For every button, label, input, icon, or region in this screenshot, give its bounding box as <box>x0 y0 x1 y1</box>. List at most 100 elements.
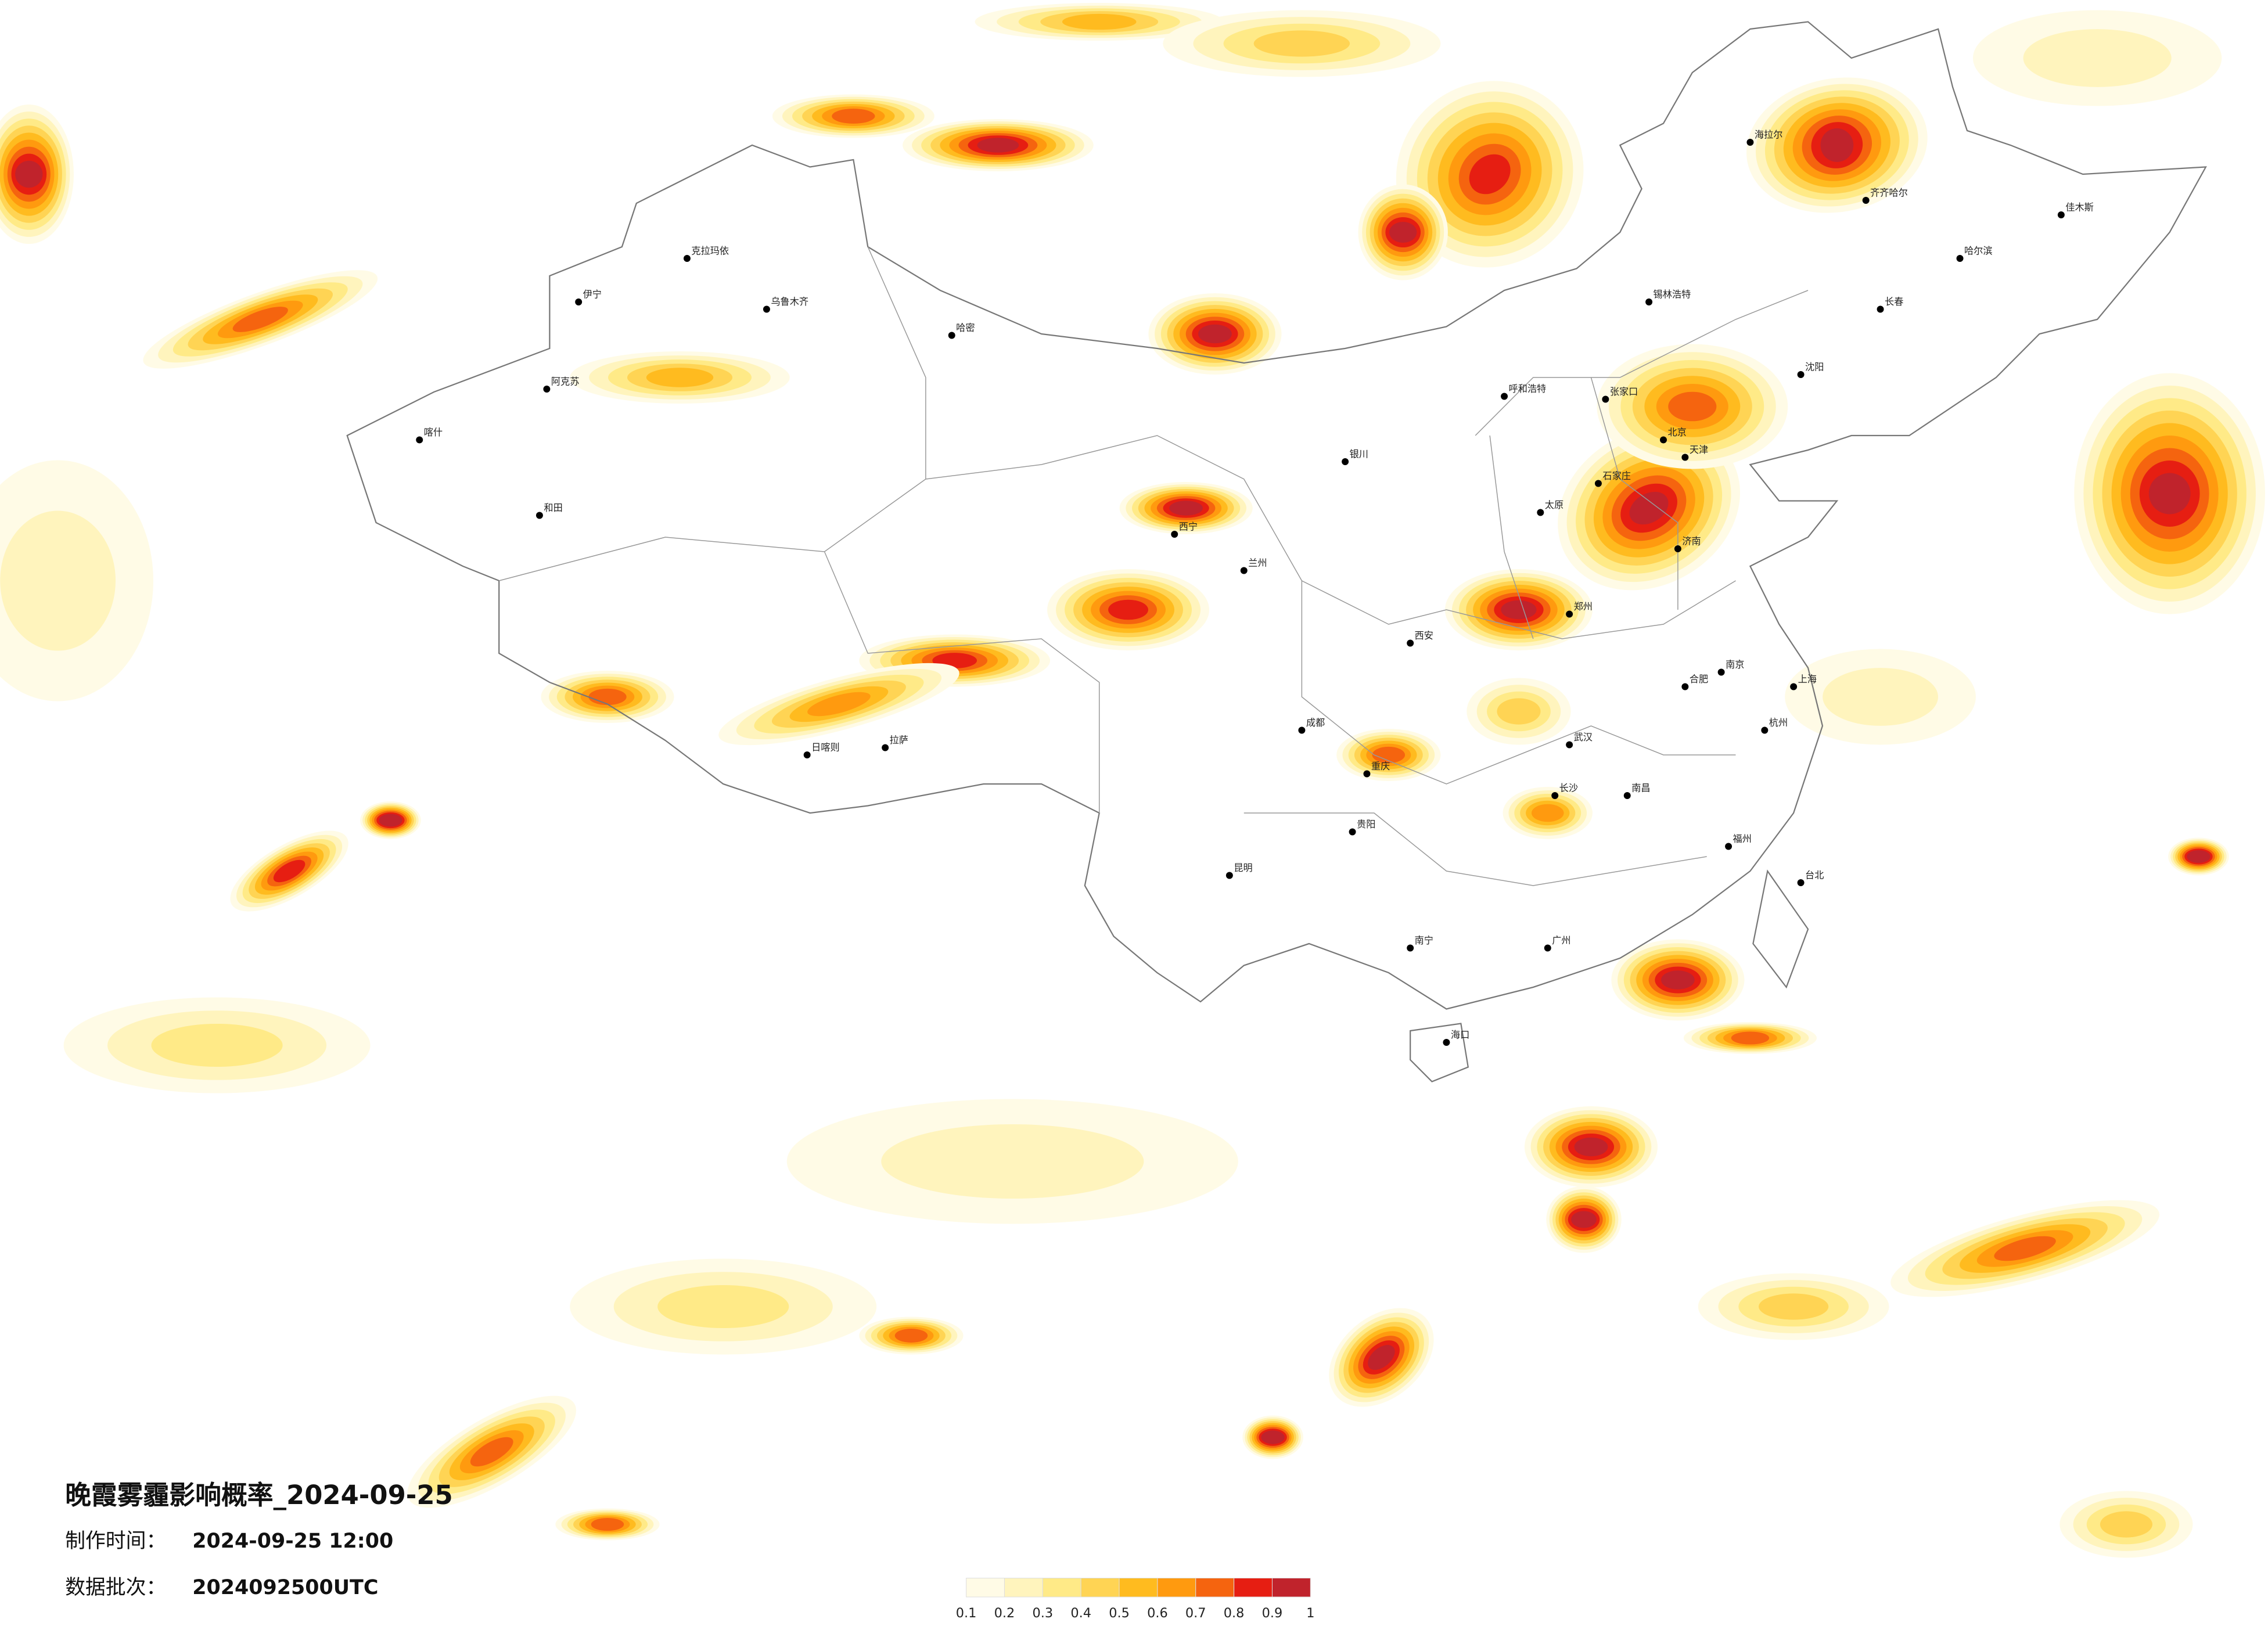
haze-area <box>232 307 288 332</box>
city-label: 哈密 <box>956 322 975 333</box>
haze-area <box>894 1329 928 1343</box>
meta-value: 2024-09-25 12:00 <box>192 1530 393 1553</box>
china-outline <box>346 21 2207 1082</box>
city-label: 长春 <box>1885 296 1903 307</box>
haze-area <box>588 688 627 706</box>
city-label: 阿克苏 <box>551 376 580 387</box>
haze-area <box>1629 491 1669 525</box>
city-label: 杭州 <box>1769 717 1788 728</box>
legend-tick-label: 0.9 <box>1262 1606 1283 1621</box>
city-label: 沈阳 <box>1805 361 1824 372</box>
haze-area <box>1497 698 1541 725</box>
city-label: 上海 <box>1798 674 1817 685</box>
haze-area <box>1198 324 1232 344</box>
haze-area <box>1372 746 1406 764</box>
city-dot <box>416 436 423 444</box>
city-label: 克拉玛依 <box>691 245 729 256</box>
city-label: 昆明 <box>1234 862 1252 873</box>
city-label: 银川 <box>1350 448 1368 459</box>
legend: 0.1 0.2 0.3 0.4 0.5 0.6 0.7 0.8 0.9 1 <box>956 1578 1314 1621</box>
city-dot <box>882 744 889 751</box>
city-dot <box>1225 872 1233 879</box>
haze-area <box>1261 1430 1285 1444</box>
province-borders <box>499 246 1809 886</box>
legend-tick-label: 0.2 <box>994 1606 1015 1621</box>
city-label: 海拉尔 <box>1755 129 1783 140</box>
city-label: 石家庄 <box>1602 470 1631 481</box>
haze-area <box>1368 1345 1395 1370</box>
haze-area <box>646 368 714 387</box>
haze-area <box>1731 1031 1770 1045</box>
haze-area <box>1389 222 1417 243</box>
city-label: 天津 <box>1690 444 1708 455</box>
haze-area <box>1574 1137 1608 1157</box>
haze-area <box>151 1023 283 1067</box>
city-label: 福州 <box>1733 833 1752 844</box>
city-label: 伊宁 <box>583 289 602 300</box>
heat-layer <box>0 3 2266 1558</box>
city-label: 兰州 <box>1248 557 1267 569</box>
city-dot <box>1349 828 1356 836</box>
city-dot <box>1407 639 1414 647</box>
city-dot <box>1717 668 1725 676</box>
haze-area <box>470 1437 513 1467</box>
city-dot <box>1501 393 1508 400</box>
city-label: 重庆 <box>1371 761 1390 772</box>
city-label: 武汉 <box>1574 732 1593 743</box>
city-dot <box>1797 879 1805 886</box>
city-dot <box>1660 436 1667 444</box>
legend-swatch <box>1157 1578 1196 1598</box>
city-dot <box>1407 944 1414 952</box>
haze-area <box>2023 29 2172 87</box>
haze-area <box>832 109 875 124</box>
city-label: 西宁 <box>1179 521 1198 532</box>
haze-area <box>807 692 871 717</box>
city-dot <box>1602 395 1609 403</box>
city-label: 呼和浩特 <box>1509 383 1547 394</box>
city-dot <box>1862 197 1870 204</box>
city-dot <box>2057 211 2065 219</box>
city-dot <box>575 298 583 305</box>
haze-area <box>2148 473 2191 515</box>
haze-area <box>881 1124 1144 1199</box>
city-dot <box>1623 792 1631 799</box>
city-label: 成都 <box>1306 717 1325 728</box>
haze-area <box>1820 128 1854 162</box>
haze-area <box>0 510 116 651</box>
city-label: 南京 <box>1726 659 1744 670</box>
city-label: 锡林浩特 <box>1654 289 1691 300</box>
city-label: 拉萨 <box>890 735 908 746</box>
city-dot <box>1342 458 1349 465</box>
city-dot <box>535 512 543 519</box>
haze-area <box>1571 1211 1597 1228</box>
haze-area <box>15 160 43 188</box>
haze-area <box>1169 501 1203 516</box>
haze-area <box>1253 30 1350 57</box>
haze-area <box>1759 1293 1829 1320</box>
haze-area <box>1668 391 1717 422</box>
city-label: 贵阳 <box>1357 819 1375 830</box>
city-dot <box>543 386 551 393</box>
city-label: 喀什 <box>424 427 443 438</box>
legend-tick-label: 0.6 <box>1147 1606 1168 1621</box>
city-label: 张家口 <box>1610 386 1638 397</box>
city-label: 北京 <box>1667 427 1686 438</box>
city-label: 济南 <box>1682 535 1701 546</box>
legend-tick-label: 0.8 <box>1224 1606 1245 1621</box>
city-dot <box>1761 726 1769 734</box>
haze-area <box>591 1517 624 1531</box>
legend-tick-label: 0.4 <box>1070 1606 1091 1621</box>
legend-tick-label: 0.3 <box>1033 1606 1054 1621</box>
haze-area <box>1062 13 1137 30</box>
city-dot <box>1537 509 1544 516</box>
haze-area <box>1661 970 1695 990</box>
city-label: 南宁 <box>1415 935 1433 946</box>
city-dot <box>1443 1039 1450 1046</box>
haze-area <box>2187 850 2211 863</box>
haze-area <box>1469 154 1511 195</box>
city-label: 和田 <box>544 502 562 513</box>
city-label: 齐齐哈尔 <box>1870 187 1908 198</box>
city-dot <box>948 332 955 339</box>
city-label: 广州 <box>1552 935 1570 946</box>
